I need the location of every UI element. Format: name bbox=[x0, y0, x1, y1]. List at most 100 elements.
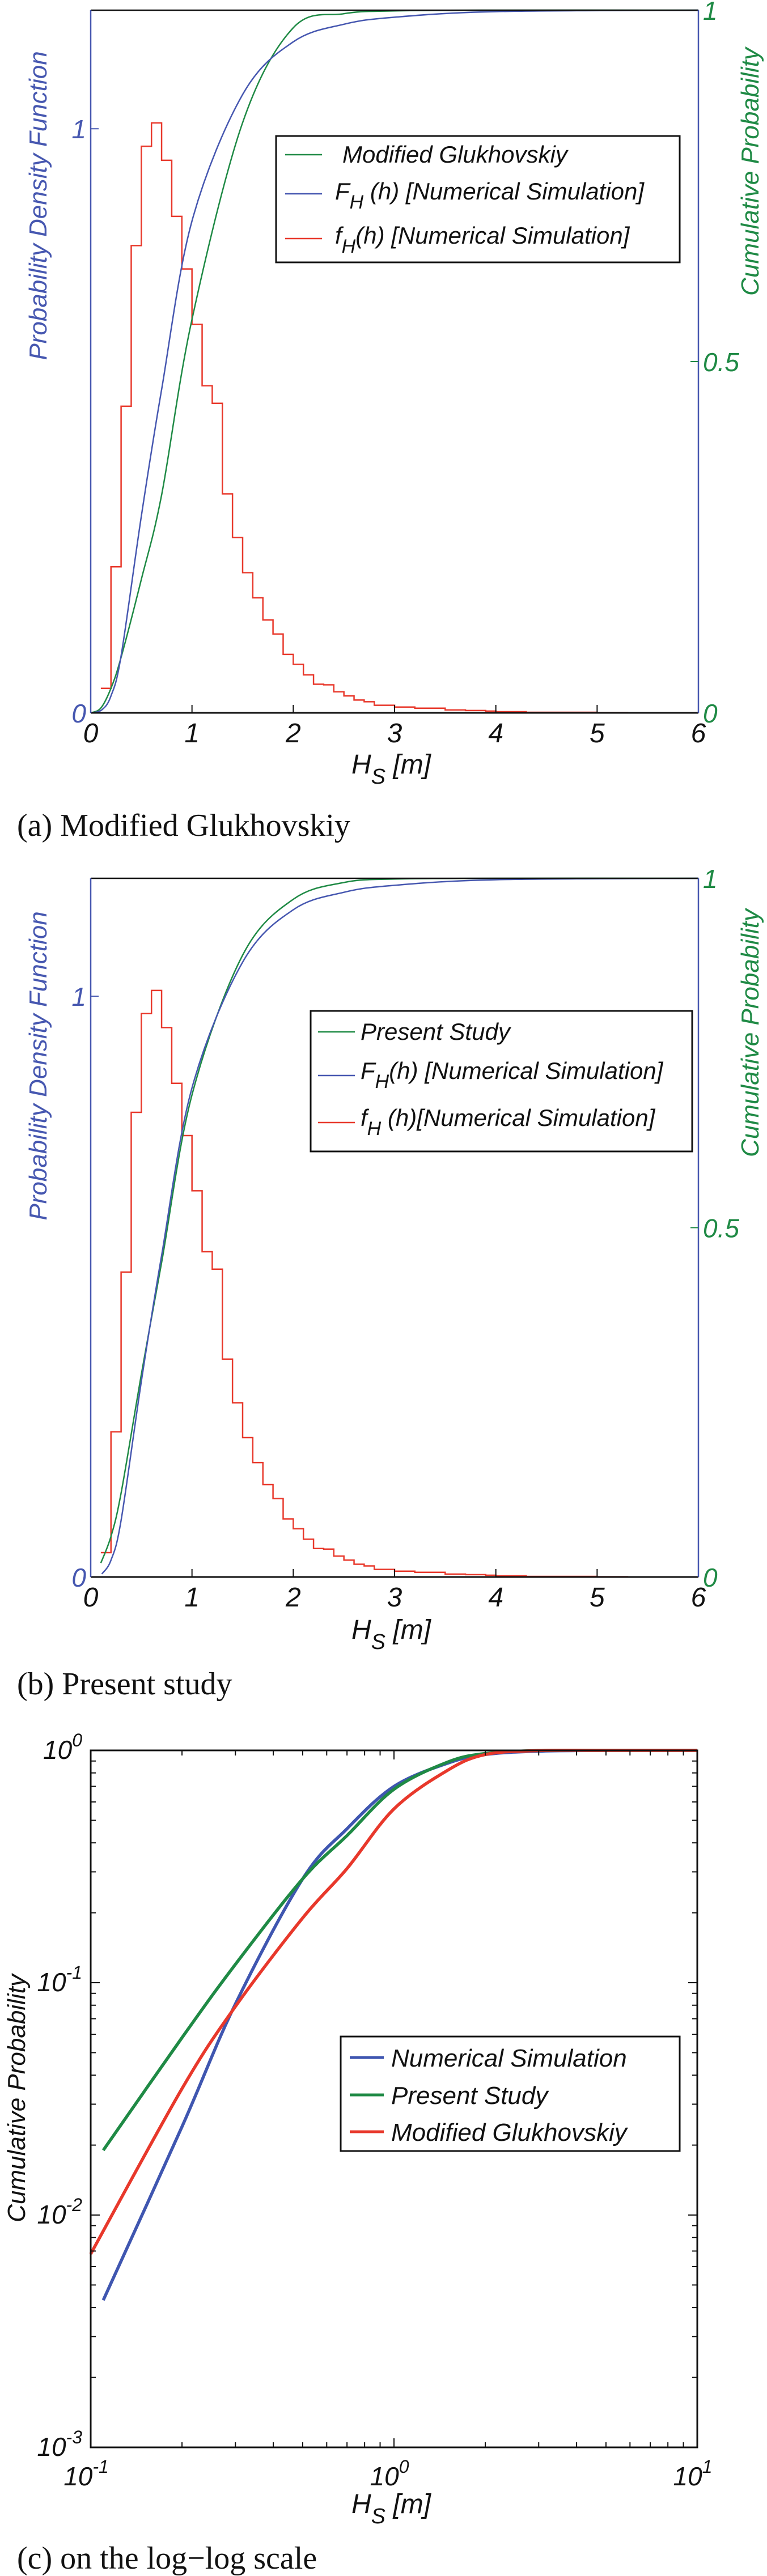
x-tick-label: 6 bbox=[691, 719, 706, 749]
legend-label-subscript: H bbox=[375, 1071, 389, 1093]
x-tick-label: 10-1 bbox=[63, 2456, 109, 2491]
legend-label-rest: (h) [Numerical Simulation] bbox=[355, 222, 630, 249]
figure-caption: (c) on the log−log scale bbox=[17, 2541, 317, 2576]
y-axis-label-left: Probability Density Function bbox=[24, 911, 52, 1220]
cdf-line-modified-glukhovskiy bbox=[90, 9, 699, 714]
x-tick-label: 3 bbox=[387, 1583, 402, 1613]
y-axis-label-left: Probability Density Function bbox=[24, 51, 52, 360]
legend-label: Modified Glukhovskiy bbox=[391, 2119, 629, 2146]
legend-label: Modified Glukhovskiy bbox=[342, 141, 569, 168]
x-tick-label: 5 bbox=[590, 719, 605, 749]
x-tick-label: 0 bbox=[83, 1583, 99, 1613]
legend-label: Numerical Simulation bbox=[391, 2044, 627, 2072]
legend-entry: fH (h)[Numerical Simulation] bbox=[361, 1104, 656, 1140]
legend-label: Present Study bbox=[361, 1018, 512, 1045]
tick-base: 10 bbox=[37, 2432, 66, 2462]
y-left-tick-label: 1 bbox=[71, 114, 86, 144]
legend-label-subscript: H bbox=[350, 192, 364, 213]
x-axis-label-unit: [m] bbox=[385, 2489, 432, 2519]
legend-entry: Present Study bbox=[361, 1018, 512, 1045]
legend-label: F bbox=[335, 178, 351, 205]
y-axis-label: Cumulative Probability bbox=[3, 1973, 31, 2222]
x-tick-label: 4 bbox=[488, 1583, 503, 1613]
legend-label-subscript: H bbox=[342, 236, 356, 257]
y-left-tick-label: 0 bbox=[71, 1563, 86, 1592]
y-right-tick-label: 1 bbox=[703, 864, 718, 894]
x-tick-label: 100 bbox=[370, 2456, 409, 2491]
tick-base: 10 bbox=[370, 2462, 400, 2491]
y-right-tick-label: 0 bbox=[703, 699, 718, 728]
legend-label-rest: (h) [Numerical Simulation] bbox=[389, 1057, 663, 1084]
tick-exponent: 1 bbox=[702, 2456, 713, 2477]
legend-entry: fH(h) [Numerical Simulation] bbox=[335, 222, 630, 257]
cdf-line-f-h-h-numerical-simulation- bbox=[101, 877, 699, 1575]
legend-box bbox=[340, 2035, 681, 2152]
y-right-tick-label: 0.5 bbox=[703, 347, 739, 377]
x-tick-label: 1 bbox=[184, 1583, 200, 1613]
cdf-line-modified-glukhovskiy bbox=[89, 1748, 698, 2255]
x-tick-label: 2 bbox=[285, 1583, 301, 1613]
cdf-line-f-h-h-numerical-simulation- bbox=[90, 9, 699, 714]
legend-entry: FH (h) [Numerical Simulation] bbox=[335, 178, 645, 213]
legend: Numerical Simulation Present Study Modifie… bbox=[340, 2035, 681, 2152]
legend-entry: FH(h) [Numerical Simulation] bbox=[361, 1057, 664, 1093]
y-right-tick-label: 0 bbox=[703, 1563, 718, 1592]
legend-label: Present Study bbox=[391, 2082, 549, 2110]
legend-label-rest: (h) [Numerical Simulation] bbox=[363, 178, 645, 205]
x-axis-label: HS [m] bbox=[351, 2489, 432, 2528]
tick-exponent: -1 bbox=[66, 1962, 82, 1983]
legend-box bbox=[275, 135, 681, 263]
tick-exponent: -3 bbox=[66, 2427, 83, 2447]
x-tick-label: 5 bbox=[590, 1583, 605, 1613]
x-tick-label: 1 bbox=[184, 719, 200, 749]
tick-exponent: -2 bbox=[66, 2195, 83, 2215]
x-axis-label-subscript: S bbox=[371, 2505, 385, 2528]
y-left-tick-label: 1 bbox=[71, 982, 86, 1011]
tick-base: 10 bbox=[37, 2200, 66, 2229]
x-tick-label: 101 bbox=[673, 2456, 713, 2491]
x-axis-label-subscript: S bbox=[371, 765, 385, 789]
y-axis-label-right: Cumulative Probability bbox=[736, 46, 764, 296]
y-right-tick-label: 1 bbox=[703, 0, 718, 25]
legend-label-subscript: H bbox=[367, 1118, 382, 1140]
x-tick-label: 0 bbox=[83, 719, 99, 749]
y-left-tick-label: 0 bbox=[71, 699, 86, 728]
tick-exponent: 0 bbox=[399, 2456, 409, 2477]
tick-exponent: 0 bbox=[72, 1730, 82, 1750]
x-axis-label-subscript: S bbox=[371, 1630, 385, 1654]
y-tick-label: 100 bbox=[43, 1730, 82, 1765]
x-tick-label: 6 bbox=[691, 1583, 706, 1613]
cdf-line-present-study bbox=[100, 877, 699, 1563]
legend-entry: Modified Glukhovskiy bbox=[342, 141, 569, 168]
legend-label-rest: (h)[Numerical Simulation] bbox=[381, 1104, 655, 1131]
x-axis-label: HS [m] bbox=[351, 1615, 432, 1654]
x-axis-label-main: H bbox=[351, 2489, 371, 2519]
y-tick-label: 10-3 bbox=[37, 2427, 82, 2462]
tick-base: 10 bbox=[673, 2462, 703, 2491]
y-tick-label: 10-2 bbox=[37, 2195, 82, 2229]
x-axis-label-unit: [m] bbox=[385, 1615, 432, 1645]
x-axis-label-main: H bbox=[351, 1615, 371, 1645]
y-axis-label-right: Cumulative Probability bbox=[736, 907, 764, 1157]
y-right-tick-label: 0.5 bbox=[703, 1214, 739, 1243]
tick-base: 10 bbox=[43, 1735, 73, 1765]
tick-base: 10 bbox=[63, 2462, 93, 2491]
figure-caption: (a) Modified Glukhovskiy bbox=[17, 808, 350, 843]
x-axis-label-main: H bbox=[351, 750, 371, 780]
tick-base: 10 bbox=[37, 1967, 66, 1997]
legend-label: F bbox=[361, 1057, 376, 1084]
y-tick-label: 10-1 bbox=[37, 1962, 82, 1997]
x-axis-label: HS [m] bbox=[351, 750, 432, 789]
x-tick-label: 4 bbox=[488, 719, 503, 749]
legend-box bbox=[310, 1010, 693, 1153]
x-axis-label-unit: [m] bbox=[385, 750, 432, 780]
tick-exponent: -1 bbox=[92, 2456, 108, 2477]
x-tick-label: 3 bbox=[387, 719, 402, 749]
figure-caption: (b) Present study bbox=[17, 1667, 232, 1702]
x-tick-label: 2 bbox=[285, 719, 301, 749]
